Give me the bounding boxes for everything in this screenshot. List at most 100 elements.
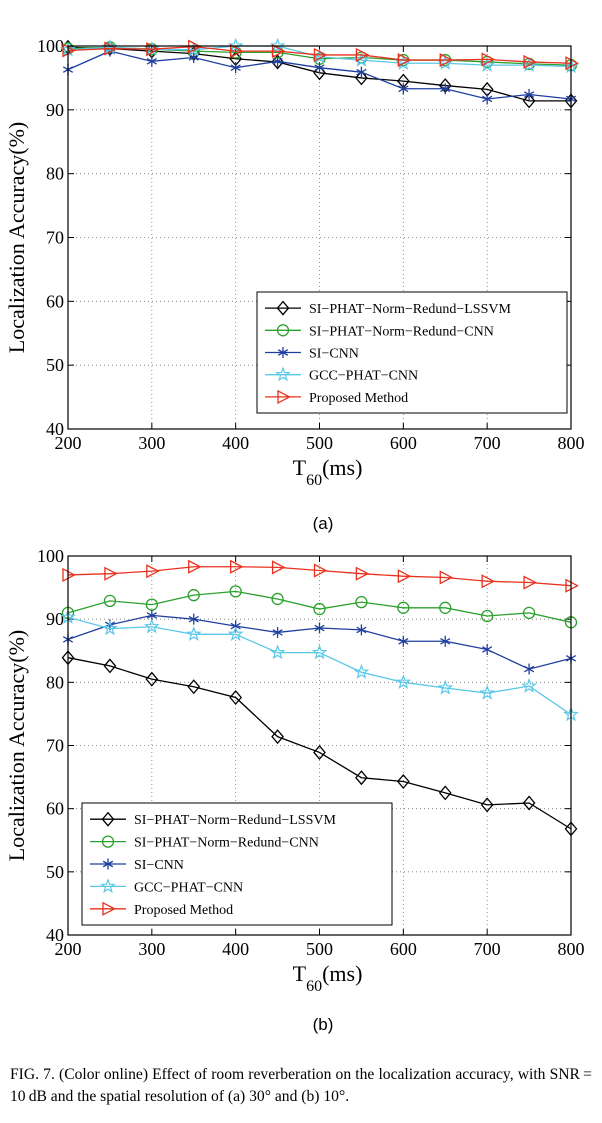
- x-tick-label: 400: [222, 939, 249, 959]
- data-point: [565, 56, 579, 71]
- y-tick-label: 40: [46, 925, 64, 945]
- data-point: [229, 689, 243, 705]
- data-point: [230, 559, 244, 574]
- data-point: [103, 594, 117, 607]
- y-tick-label: 100: [37, 36, 64, 56]
- data-point: [271, 44, 286, 59]
- legend-item-proposed-method: Proposed Method: [265, 389, 408, 406]
- data-point: [272, 55, 283, 67]
- panel-label-b: (b): [312, 1015, 334, 1034]
- legend-marker: [277, 389, 291, 404]
- legend-label: SI−CNN: [309, 347, 359, 362]
- series-si-cnn: [62, 45, 577, 105]
- legend-label: SI−CNN: [134, 858, 184, 873]
- legend-item-si-phat-norm-redund-cnn: SI−PHAT−Norm−Redund−CNN: [90, 835, 319, 851]
- legend-label: SI−PHAT−Norm−Redund−CNN: [134, 836, 319, 851]
- x-tick-label: 600: [390, 939, 417, 959]
- legend-item-si-cnn: SI−CNN: [265, 347, 359, 362]
- data-point: [313, 65, 326, 81]
- data-point: [230, 44, 244, 59]
- data-point: [481, 574, 496, 589]
- data-point: [523, 89, 535, 101]
- data-point: [313, 47, 328, 63]
- legend-marker: [101, 811, 115, 827]
- figure-caption: FIG. 7. (Color online) Effect of room re…: [10, 1066, 595, 1105]
- y-tick-label: 40: [46, 419, 64, 439]
- data-point: [565, 578, 579, 593]
- data-point: [398, 83, 409, 95]
- data-point: [227, 37, 244, 53]
- data-point: [439, 570, 454, 585]
- data-point: [440, 83, 451, 95]
- data-point: [145, 671, 159, 687]
- y-tick-label: 50: [46, 862, 64, 882]
- x-tick-label: 400: [222, 433, 249, 453]
- legend-marker: [100, 878, 116, 894]
- data-point: [396, 774, 410, 790]
- data-point: [440, 635, 451, 647]
- data-point: [271, 729, 284, 745]
- data-point: [188, 51, 199, 63]
- y-axis-label: Localization Accuracy(%): [4, 122, 29, 353]
- chart-a: 200 300 400 500 600 700 800 40 50 60 70 80 90 100 T60(…: [4, 36, 585, 489]
- data-point: [188, 613, 199, 625]
- data-point: [146, 55, 157, 67]
- data-point: [439, 52, 454, 68]
- legend-marker: [101, 835, 115, 848]
- data-point: [188, 559, 202, 574]
- legend-label: SI−PHAT−Norm−Redund−LSSVM: [309, 302, 511, 317]
- data-point: [62, 567, 76, 583]
- data-point: [229, 585, 242, 598]
- data-point: [523, 54, 537, 70]
- data-point: [438, 785, 452, 801]
- data-point: [269, 37, 286, 53]
- data-point: [395, 674, 412, 689]
- x-tick-label: 200: [55, 939, 82, 959]
- x-tick-label: 300: [138, 939, 165, 959]
- data-point: [479, 684, 496, 700]
- legend-item-si-phat-norm-redund-cnn: SI−PHAT−Norm−Redund−CNN: [265, 324, 494, 339]
- data-point: [314, 62, 325, 74]
- legend-box: [81, 802, 393, 926]
- x-axis-label: T60(ms): [293, 961, 363, 995]
- x-tick-label: 500: [306, 433, 333, 453]
- data-point: [482, 93, 493, 105]
- legend-item-si-phat-norm-redund-lssvm: SI−PHAT−Norm−Redund−LSSVM: [265, 300, 511, 317]
- data-point: [187, 679, 201, 695]
- y-tick-label: 60: [46, 799, 64, 819]
- legend-marker: [276, 324, 290, 337]
- data-point: [355, 595, 368, 609]
- data-point: [146, 564, 160, 579]
- data-point: [187, 589, 200, 602]
- legend-label: GCC−PHAT−CNN: [309, 369, 418, 384]
- data-point: [522, 606, 536, 619]
- y-tick-label: 80: [46, 164, 64, 184]
- series-line: [67, 616, 572, 716]
- x-axis-label: T60(ms): [293, 455, 363, 489]
- y-tick-label: 90: [46, 609, 64, 629]
- data-point: [313, 602, 326, 616]
- y-axis-label: Localization Accuracy(%): [4, 630, 29, 861]
- data-point: [227, 626, 244, 641]
- data-point: [397, 569, 412, 584]
- legend-item-gcc-phat-cnn: GCC−PHAT−CNN: [265, 366, 418, 384]
- x-tick-label: 800: [558, 939, 585, 959]
- data-point: [522, 93, 536, 109]
- legend-label: Proposed Method: [134, 903, 233, 918]
- legend-marker: [102, 901, 116, 916]
- legend-item-gcc-phat-cnn: GCC−PHAT−CNN: [90, 878, 243, 895]
- data-point: [397, 52, 412, 68]
- plot-frame: [67, 45, 572, 430]
- data-point: [102, 620, 118, 636]
- x-tick-label: 600: [390, 433, 417, 453]
- panel-label-a: (a): [312, 514, 334, 533]
- legend-item-si-phat-norm-redund-lssvm: SI−PHAT−Norm−Redund−LSSVM: [90, 811, 336, 828]
- data-point: [314, 622, 325, 634]
- data-point: [356, 624, 367, 636]
- plot-frame: [67, 555, 572, 936]
- data-point: [271, 592, 284, 606]
- data-point: [522, 795, 536, 811]
- data-point: [271, 560, 286, 575]
- legend-label: SI−PHAT−Norm−Redund−LSSVM: [134, 813, 336, 828]
- data-point: [272, 626, 283, 638]
